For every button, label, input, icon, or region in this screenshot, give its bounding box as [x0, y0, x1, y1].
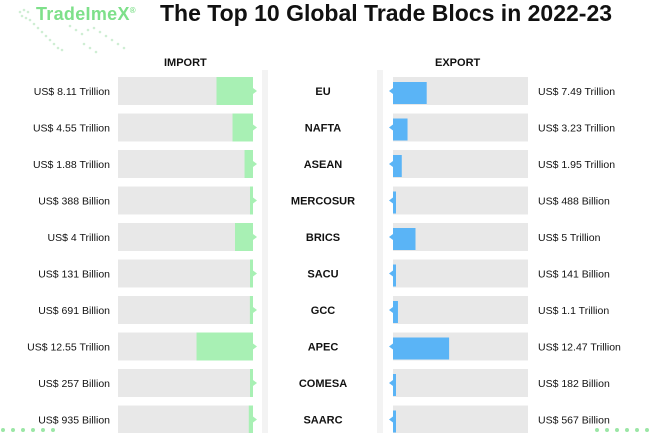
- export-arrow: [389, 343, 393, 350]
- import-bar: [235, 223, 253, 251]
- category-label: GCC: [311, 305, 336, 317]
- import-bar: [250, 369, 253, 397]
- export-value-label: US$ 488 Billion: [538, 196, 610, 208]
- logo-text: TradeImeX®: [36, 4, 136, 24]
- import-track: [118, 296, 253, 324]
- export-arrow: [389, 124, 393, 131]
- export-arrow: [389, 161, 393, 167]
- divider-shadow-right: [377, 70, 383, 433]
- brand-logo: TradeImeX®: [0, 0, 140, 58]
- import-track: [118, 113, 253, 142]
- import-value-label: US$ 131 Billion: [38, 269, 110, 281]
- export-arrow: [389, 270, 393, 277]
- import-bar: [216, 77, 253, 105]
- import-bar: [196, 332, 253, 361]
- import-arrow: [253, 88, 257, 94]
- import-bar: [250, 186, 253, 215]
- export-value-label: US$ 1.1 Trillion: [538, 305, 609, 317]
- export-arrow: [389, 234, 393, 240]
- import-arrow: [253, 307, 257, 313]
- import-value-label: US$ 4.55 Trillion: [33, 123, 110, 135]
- category-label: SACU: [307, 269, 338, 281]
- category-label: COMESA: [299, 378, 347, 390]
- import-track: [118, 259, 253, 288]
- import-arrow: [253, 343, 257, 350]
- import-track: [118, 369, 253, 397]
- import-value-label: US$ 8.11 Trillion: [34, 86, 110, 98]
- category-label: SAARC: [303, 415, 342, 427]
- decorative-dots-left: [1, 428, 55, 432]
- export-value-label: US$ 141 Billion: [538, 269, 610, 281]
- import-arrow: [253, 124, 257, 131]
- import-value-label: US$ 691 Billion: [38, 305, 110, 317]
- export-arrow: [389, 88, 393, 94]
- import-value-label: US$ 257 Billion: [38, 378, 110, 390]
- decorative-dots-right: [595, 428, 649, 432]
- export-track: [393, 405, 528, 433]
- category-label: MERCOSUR: [291, 196, 355, 208]
- import-header: IMPORT: [164, 57, 207, 69]
- import-arrow: [253, 161, 257, 167]
- export-value-label: US$ 567 Billion: [538, 415, 610, 427]
- import-arrow: [253, 197, 257, 204]
- export-bar: [393, 374, 396, 396]
- export-bar: [393, 155, 402, 177]
- import-bar: [244, 150, 253, 178]
- export-bar: [393, 264, 396, 287]
- import-bar: [250, 259, 253, 288]
- category-label: NAFTA: [305, 123, 342, 135]
- import-value-label: US$ 12.55 Trillion: [27, 342, 110, 354]
- export-bar: [393, 410, 396, 433]
- export-bar: [393, 118, 408, 141]
- export-track: [393, 369, 528, 397]
- export-bar: [393, 82, 427, 104]
- export-header: EXPORT: [435, 57, 481, 69]
- export-value-label: US$ 182 Billion: [538, 378, 610, 390]
- export-arrow: [389, 416, 393, 423]
- import-track: [118, 223, 253, 251]
- export-track: [393, 113, 528, 142]
- import-value-label: US$ 935 Billion: [38, 415, 110, 427]
- divider-shadow-left: [262, 70, 268, 433]
- import-arrow: [253, 416, 257, 423]
- export-value-label: US$ 12.47 Trillion: [538, 342, 621, 354]
- export-arrow: [389, 307, 393, 313]
- page-title: The Top 10 Global Trade Blocs in 2022-23: [160, 0, 613, 26]
- import-bar: [248, 405, 253, 433]
- export-bar: [393, 301, 398, 323]
- export-track: [393, 150, 528, 178]
- category-label: ASEAN: [304, 159, 343, 171]
- import-track: [118, 186, 253, 215]
- export-arrow: [389, 197, 393, 204]
- export-arrow: [389, 380, 393, 386]
- export-value-label: US$ 1.95 Trillion: [538, 159, 615, 171]
- export-track: [393, 186, 528, 215]
- export-bar: [393, 228, 416, 250]
- export-track: [393, 259, 528, 288]
- import-value-label: US$ 4 Trillion: [48, 232, 111, 244]
- export-value-label: US$ 7.49 Trillion: [538, 86, 615, 98]
- import-bar: [232, 113, 253, 142]
- category-label: EU: [315, 86, 330, 98]
- import-value-label: US$ 1.88 Trillion: [33, 159, 110, 171]
- export-value-label: US$ 5 Trillion: [538, 232, 601, 244]
- import-arrow: [253, 380, 257, 386]
- export-bar: [393, 191, 396, 214]
- export-track: [393, 296, 528, 324]
- import-track: [118, 405, 253, 433]
- world-map-icon: [18, 8, 126, 54]
- import-value-label: US$ 388 Billion: [38, 196, 110, 208]
- export-bar: [393, 337, 450, 360]
- export-value-label: US$ 3.23 Trillion: [538, 123, 615, 135]
- import-arrow: [253, 234, 257, 240]
- import-track: [118, 150, 253, 178]
- category-label: APEC: [308, 342, 339, 354]
- import-bar: [249, 296, 253, 324]
- category-label: BRICS: [306, 232, 340, 244]
- import-arrow: [253, 270, 257, 277]
